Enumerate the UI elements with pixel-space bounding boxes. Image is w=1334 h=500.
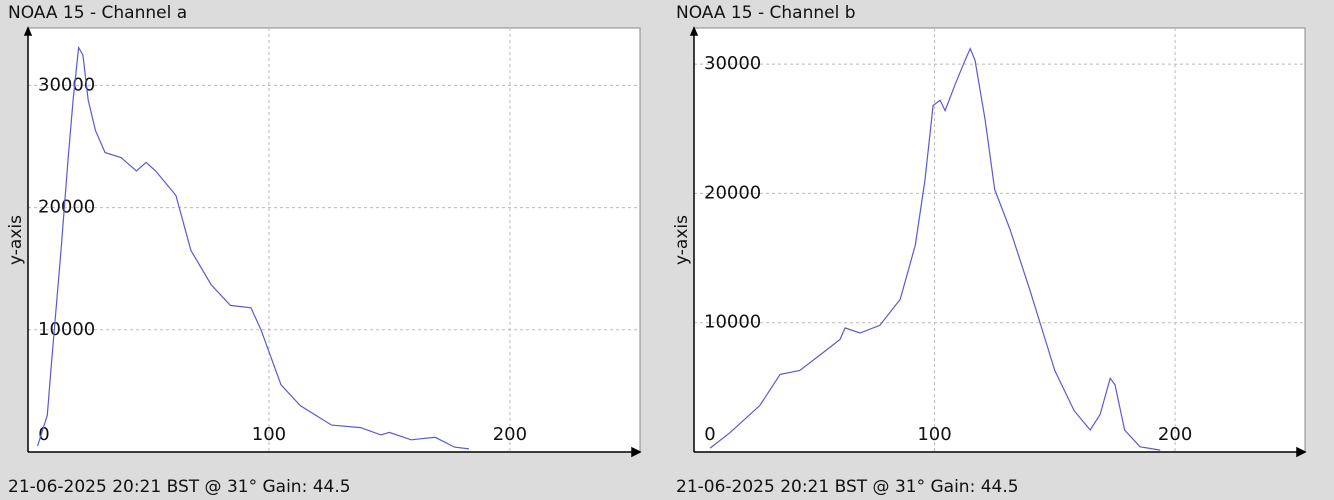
y-axis-label: y-axis (6, 215, 26, 265)
x-tick-label: 200 (493, 424, 527, 445)
status-text: 21-06-2025 20:21 BST @ 31° Gain: 44.5 (676, 477, 1019, 497)
x-tick-label: 0 (704, 424, 715, 445)
x-tick-label: 100 (252, 424, 286, 445)
x-axis (28, 446, 642, 458)
x-tick-label: 0 (38, 424, 49, 445)
y-axis (689, 26, 699, 452)
y-tick-label: 20000 (704, 182, 761, 203)
chart-title: NOAA 15 - Channel b (676, 3, 856, 23)
plot-area (693, 27, 1306, 453)
y-axis (23, 26, 33, 452)
chart-panel: NOAA 15 - Channel a 21-06-2025 20:21 BST … (6, 3, 642, 497)
chart-title: NOAA 15 - Channel a (8, 3, 187, 23)
y-tick-label: 20000 (38, 197, 95, 218)
data-line (709, 47, 1161, 451)
chart-panel: NOAA 15 - Channel b 21-06-2025 20:21 BST … (672, 3, 1307, 497)
x-axis (694, 446, 1307, 458)
y-tick-label: 30000 (704, 53, 761, 74)
x-tick-label: 100 (917, 424, 951, 445)
plot-area (27, 27, 641, 453)
y-tick-label: 10000 (38, 319, 95, 340)
status-text: 21-06-2025 20:21 BST @ 31° Gain: 44.5 (8, 477, 351, 497)
data-line (37, 45, 469, 450)
x-tick-label: 200 (1158, 424, 1192, 445)
y-tick-label: 10000 (704, 312, 761, 333)
y-axis-label: y-axis (672, 215, 692, 265)
y-tick-label: 30000 (38, 74, 95, 95)
